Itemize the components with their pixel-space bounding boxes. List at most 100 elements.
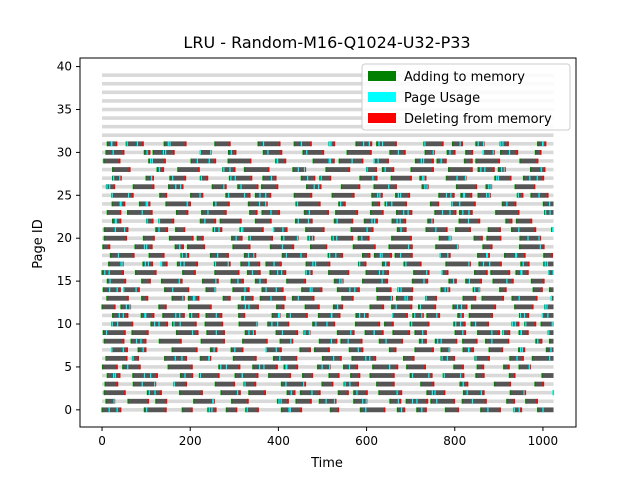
delete-event-marker xyxy=(319,390,321,396)
add-event-marker xyxy=(265,261,267,267)
add-event-marker xyxy=(511,227,513,233)
delete-event-marker xyxy=(197,295,200,301)
resident-segment xyxy=(318,313,340,318)
delete-event-marker xyxy=(453,192,455,198)
add-event-marker xyxy=(317,364,319,370)
usage-event-marker xyxy=(275,347,277,353)
resident-segment xyxy=(161,261,167,267)
usage-event-marker xyxy=(199,192,201,198)
add-event-marker xyxy=(376,287,378,293)
usage-event-marker xyxy=(450,192,452,198)
add-event-marker xyxy=(174,244,177,250)
delete-event-marker xyxy=(493,167,495,172)
resident-segment xyxy=(213,227,222,233)
add-event-marker xyxy=(164,355,166,361)
add-event-marker xyxy=(171,321,174,327)
delete-event-marker xyxy=(183,295,185,301)
delete-event-marker xyxy=(123,149,125,155)
usage-event-marker xyxy=(347,338,349,344)
usage-event-marker xyxy=(518,407,520,413)
delete-event-marker xyxy=(162,167,165,172)
resident-segment xyxy=(292,167,306,172)
usage-event-marker xyxy=(506,201,508,207)
usage-event-marker xyxy=(258,201,261,207)
resident-segment xyxy=(364,218,378,224)
resident-segment xyxy=(376,141,397,147)
usage-event-marker xyxy=(485,192,488,198)
delete-event-marker xyxy=(382,330,384,336)
add-event-marker xyxy=(127,210,129,215)
resident-segment xyxy=(141,313,154,318)
add-event-marker xyxy=(493,381,496,387)
usage-event-marker xyxy=(540,167,542,172)
add-event-marker xyxy=(396,407,399,413)
usage-event-marker xyxy=(488,184,490,190)
add-event-marker xyxy=(244,330,247,336)
resident-segment xyxy=(108,261,124,267)
usage-event-marker xyxy=(459,321,462,327)
delete-event-marker xyxy=(411,287,414,293)
delete-event-marker xyxy=(367,313,369,318)
delete-event-marker xyxy=(432,167,434,172)
delete-event-marker xyxy=(213,398,215,404)
add-event-marker xyxy=(414,158,417,164)
resident-segment xyxy=(232,287,249,293)
add-event-marker xyxy=(276,398,279,404)
usage-event-marker xyxy=(365,398,367,404)
resident-segment xyxy=(435,244,458,250)
usage-event-marker xyxy=(326,321,328,327)
usage-event-marker xyxy=(147,261,150,267)
add-event-marker xyxy=(103,227,106,233)
delete-event-marker xyxy=(113,184,116,190)
delete-event-marker xyxy=(296,364,299,370)
add-event-marker xyxy=(206,330,208,336)
usage-event-marker xyxy=(135,287,137,293)
usage-event-marker xyxy=(165,149,167,155)
resident-segment xyxy=(310,244,327,250)
usage-event-marker xyxy=(411,398,414,404)
usage-event-marker xyxy=(283,235,285,241)
delete-event-marker xyxy=(498,330,501,336)
add-event-marker xyxy=(219,218,222,224)
add-event-marker xyxy=(448,278,450,284)
delete-event-marker xyxy=(328,261,331,267)
usage-event-marker xyxy=(399,218,401,224)
add-event-marker xyxy=(321,355,324,361)
resident-segment xyxy=(499,287,506,293)
usage-event-marker xyxy=(381,252,383,258)
resident-segment xyxy=(133,381,156,387)
usage-event-marker xyxy=(518,295,520,301)
add-event-marker xyxy=(269,270,271,275)
add-event-marker xyxy=(426,313,428,318)
delete-event-marker xyxy=(510,175,512,181)
delete-event-marker xyxy=(313,175,316,181)
plot-frame xyxy=(79,57,577,428)
delete-event-marker xyxy=(411,252,413,258)
resident-segment xyxy=(245,407,259,413)
resident-segment xyxy=(477,364,484,370)
usage-event-marker xyxy=(225,364,228,370)
add-event-marker xyxy=(459,381,461,387)
delete-event-marker xyxy=(362,158,364,164)
usage-event-marker xyxy=(265,347,267,353)
add-event-marker xyxy=(102,330,105,336)
resident-segment xyxy=(143,261,153,267)
delete-event-marker xyxy=(462,364,464,370)
usage-event-marker xyxy=(361,235,363,241)
usage-event-marker xyxy=(514,321,516,327)
add-event-marker xyxy=(424,149,427,155)
delete-event-marker xyxy=(223,330,225,336)
add-event-marker xyxy=(509,355,511,361)
usage-event-marker xyxy=(151,158,154,164)
usage-event-marker xyxy=(115,218,117,224)
resident-segment xyxy=(281,407,302,413)
usage-event-marker xyxy=(132,355,134,361)
usage-event-marker xyxy=(312,261,314,267)
page-row-track xyxy=(102,193,554,198)
usage-event-marker xyxy=(215,330,217,336)
resident-segment xyxy=(395,252,412,258)
add-event-marker xyxy=(232,355,235,361)
usage-event-marker xyxy=(309,287,311,293)
resident-segment xyxy=(182,407,192,413)
usage-event-marker xyxy=(270,210,272,215)
